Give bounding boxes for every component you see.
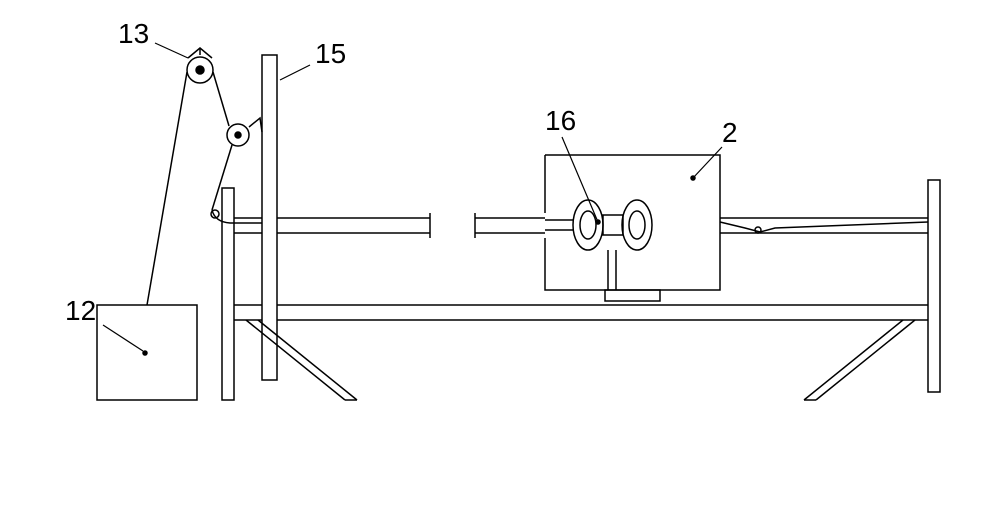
label-16: 16 bbox=[545, 105, 576, 137]
leader-16 bbox=[562, 137, 598, 222]
label-13: 13 bbox=[118, 18, 149, 50]
carriage-base-pad bbox=[605, 290, 660, 301]
label-12: 12 bbox=[65, 295, 96, 327]
label-2: 2 bbox=[722, 117, 738, 149]
coupling-16 bbox=[545, 200, 652, 290]
lower-beam bbox=[234, 305, 928, 320]
pulley-top-13 bbox=[187, 48, 213, 83]
leader-13 bbox=[155, 43, 188, 58]
leader-15 bbox=[280, 65, 310, 80]
cable-left bbox=[147, 72, 262, 305]
vertical-plate-15 bbox=[262, 55, 277, 380]
leader-12 bbox=[103, 325, 143, 351]
cable-right bbox=[720, 222, 928, 233]
leader-2 bbox=[693, 147, 722, 178]
label-15: 15 bbox=[315, 38, 346, 70]
right-braces bbox=[804, 320, 915, 400]
right-end-plate bbox=[928, 180, 940, 392]
diagram-canvas bbox=[0, 0, 1000, 506]
pulley-mid bbox=[227, 118, 262, 146]
weight-box-12 bbox=[97, 305, 197, 400]
left-end-plate bbox=[222, 188, 234, 400]
carriage-box-2 bbox=[545, 155, 720, 290]
